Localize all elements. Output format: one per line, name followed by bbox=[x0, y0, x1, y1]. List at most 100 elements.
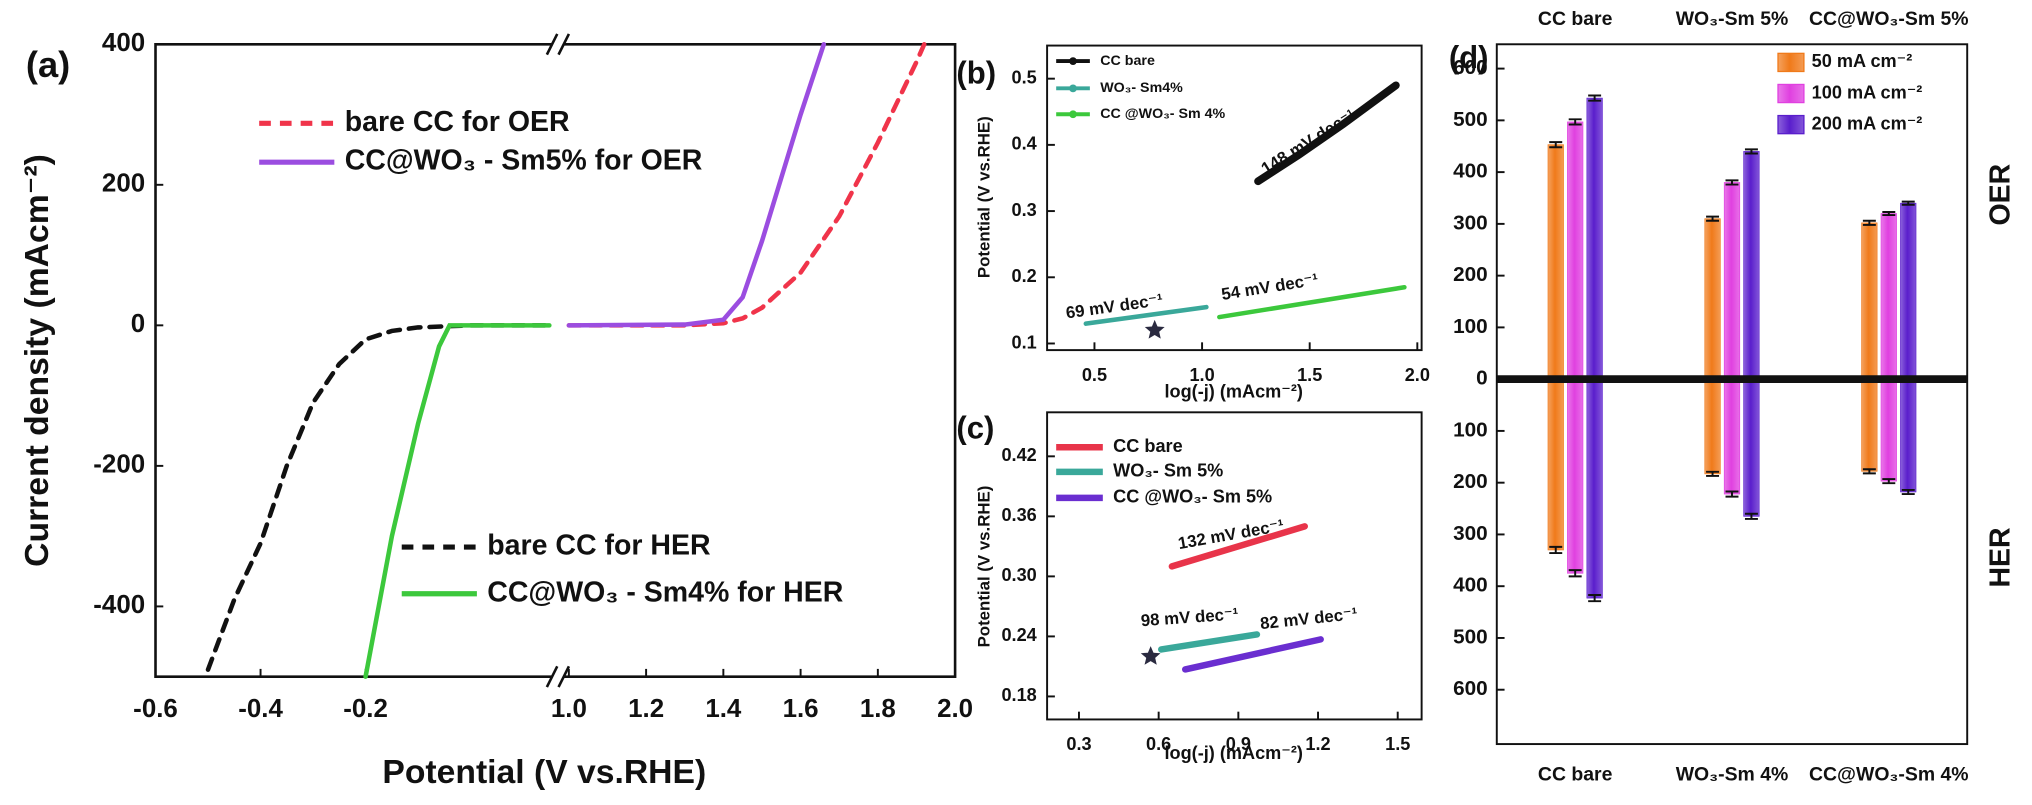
x-tick-label: -0.2 bbox=[343, 695, 388, 723]
y-tick-label: 200 bbox=[1453, 263, 1488, 286]
legend-label: CC@WO₃ - Sm5% for OER bbox=[345, 145, 703, 177]
bar bbox=[1723, 182, 1741, 380]
error-bar bbox=[1549, 141, 1563, 149]
error-bar bbox=[1549, 545, 1563, 555]
error-bar bbox=[1882, 211, 1896, 217]
data-line bbox=[1168, 523, 1308, 570]
bar bbox=[1861, 222, 1878, 380]
x-tick-label: 2.0 bbox=[1405, 365, 1430, 385]
legend-label: WO₃- Sm 5% bbox=[1113, 461, 1223, 481]
data-line bbox=[1254, 81, 1400, 186]
y-tick-label: -200 bbox=[93, 451, 145, 479]
x-tick-label: 1.0 bbox=[1189, 365, 1214, 385]
y-tick-label: 200 bbox=[102, 170, 145, 198]
y-tick-label: 0 bbox=[1476, 367, 1488, 390]
y-tick-label: 200 bbox=[1453, 470, 1488, 493]
panel-label: (a) bbox=[26, 44, 70, 85]
axis-break bbox=[545, 33, 571, 56]
legend-label: CC @WO₃- Sm 4% bbox=[1100, 106, 1225, 122]
y-tick-label: 100 bbox=[1453, 418, 1488, 441]
legend-swatch bbox=[1777, 52, 1805, 73]
bar bbox=[1743, 378, 1760, 517]
y-tick-label: 300 bbox=[1453, 211, 1488, 234]
legend-dot bbox=[1069, 110, 1077, 119]
x-tick-label: 1.8 bbox=[860, 695, 896, 723]
axis-break bbox=[545, 665, 571, 688]
axis-frame bbox=[1495, 43, 1969, 746]
bottom-category-label: CC@WO₃-Sm 4% bbox=[1809, 763, 1969, 785]
y-axis-label: Current density (mAcm⁻²) bbox=[19, 154, 56, 567]
y-tick-label: 400 bbox=[1453, 160, 1488, 183]
error-bar bbox=[1901, 200, 1915, 206]
y-tick-label: 500 bbox=[1453, 625, 1488, 648]
legend-label: 100 mA cm⁻² bbox=[1812, 82, 1923, 102]
x-tick-label: 1.0 bbox=[551, 695, 587, 723]
error-bar bbox=[1862, 468, 1876, 475]
y-tick-label: -400 bbox=[93, 591, 145, 619]
y-tick-label: 0.5 bbox=[1012, 67, 1037, 87]
error-bar bbox=[1725, 490, 1739, 498]
y-tick-label: 0.36 bbox=[1001, 505, 1036, 525]
x-tick-label: 1.2 bbox=[628, 695, 664, 723]
legend-label: CC@WO₃ - Sm4% for HER bbox=[487, 576, 843, 608]
x-tick-label: -0.6 bbox=[133, 695, 178, 723]
y-tick-label: 0.2 bbox=[1012, 266, 1037, 286]
y-axis-label: Potential (V vs.RHE) bbox=[974, 116, 993, 278]
error-bar bbox=[1568, 569, 1582, 578]
y-tick-label: 0.18 bbox=[1001, 685, 1036, 705]
y-tick-label: 300 bbox=[1453, 522, 1488, 545]
data-line bbox=[566, 42, 827, 328]
y-tick-label: 0.30 bbox=[1001, 565, 1036, 585]
bar bbox=[1586, 378, 1603, 599]
x-axis-label: Potential (V vs.RHE) bbox=[382, 754, 706, 791]
bar bbox=[1567, 378, 1584, 574]
legend-dot bbox=[1069, 84, 1077, 93]
error-bar bbox=[1901, 488, 1915, 496]
bar bbox=[1900, 378, 1917, 493]
panel-label: (c) bbox=[956, 411, 994, 446]
side-label: HER bbox=[1985, 527, 2017, 587]
error-bar bbox=[1588, 94, 1602, 102]
axis-break-gap bbox=[552, 672, 564, 681]
axis-frame bbox=[154, 42, 957, 678]
y-tick-label: 600 bbox=[1453, 56, 1488, 79]
error-bar bbox=[1744, 512, 1758, 520]
bar bbox=[1586, 97, 1603, 380]
axis-frame bbox=[1046, 44, 1423, 352]
legend-label: bare CC for HER bbox=[487, 530, 710, 562]
bar bbox=[1743, 151, 1760, 380]
x-axis-label: log(-j) (mAcm⁻²) bbox=[1164, 382, 1302, 402]
x-tick-label: 2.0 bbox=[937, 695, 973, 723]
legend-label: 200 mA cm⁻² bbox=[1812, 113, 1923, 133]
legend-swatch bbox=[1777, 83, 1805, 104]
y-tick-label: 500 bbox=[1453, 108, 1488, 131]
y-axis-label: Potential (V vs.RHE) bbox=[974, 486, 993, 648]
panel-label: (b) bbox=[956, 56, 996, 91]
data-line bbox=[205, 323, 552, 672]
bottom-category-label: CC bare bbox=[1538, 763, 1613, 785]
bottom-category-label: WO₃-Sm 4% bbox=[1676, 763, 1789, 785]
legend-label: CC @WO₃- Sm 5% bbox=[1113, 487, 1272, 507]
y-tick-label: 100 bbox=[1453, 315, 1488, 338]
x-tick-label: -0.4 bbox=[238, 695, 283, 723]
x-tick-label: 1.4 bbox=[705, 695, 742, 723]
legend-label: WO₃- Sm4% bbox=[1100, 80, 1183, 96]
error-bar bbox=[1706, 215, 1720, 222]
legend-swatch bbox=[1777, 114, 1805, 135]
bar bbox=[1547, 144, 1564, 380]
legend-label: CC bare bbox=[1100, 53, 1155, 69]
legend-label: 50 mA cm⁻² bbox=[1812, 51, 1913, 71]
x-tick-label: 1.6 bbox=[783, 695, 819, 723]
bar bbox=[1704, 218, 1721, 380]
error-bar bbox=[1744, 148, 1758, 155]
data-line bbox=[1217, 284, 1407, 320]
bar bbox=[1567, 121, 1584, 380]
data-line bbox=[1083, 304, 1209, 326]
data-line bbox=[1158, 631, 1261, 653]
error-bar bbox=[1882, 478, 1896, 485]
y-tick-label: 0 bbox=[131, 310, 145, 338]
y-tick-label: 600 bbox=[1453, 677, 1488, 700]
bar bbox=[1900, 202, 1917, 380]
axis-frame bbox=[1046, 411, 1423, 721]
error-bar bbox=[1862, 219, 1876, 226]
